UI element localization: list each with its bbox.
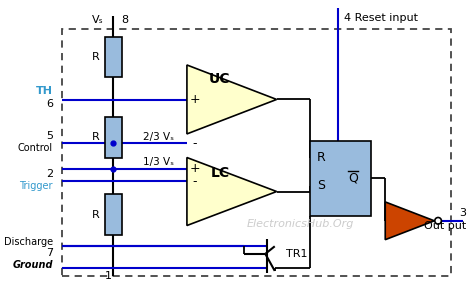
Circle shape (435, 217, 441, 224)
Text: 5: 5 (46, 131, 53, 141)
Text: 2/3 Vₛ: 2/3 Vₛ (143, 132, 174, 142)
Text: Out put: Out put (424, 221, 466, 231)
Text: TR1: TR1 (286, 249, 308, 259)
Text: 7: 7 (46, 248, 53, 258)
Polygon shape (385, 202, 434, 240)
Bar (105, 37, 122, 77)
Text: +: + (189, 162, 200, 175)
Text: R: R (92, 52, 100, 62)
Text: 8: 8 (121, 15, 128, 25)
Text: 2: 2 (46, 169, 53, 179)
Text: Vₛ: Vₛ (92, 15, 104, 25)
Text: R: R (317, 151, 325, 164)
Text: Q: Q (348, 172, 358, 185)
Text: 6: 6 (46, 99, 53, 109)
Text: 3: 3 (459, 208, 466, 218)
Bar (105, 194, 122, 235)
Bar (310, 141, 371, 216)
Text: 1/3 Vₛ: 1/3 Vₛ (143, 157, 174, 167)
Text: Ground: Ground (12, 260, 53, 270)
Bar (105, 117, 122, 158)
Text: S: S (317, 179, 325, 192)
Text: 4 Reset input: 4 Reset input (344, 13, 418, 23)
Text: 1: 1 (105, 271, 112, 280)
Text: +: + (189, 93, 200, 106)
Bar (62, 29, 451, 276)
Text: Discharge: Discharge (4, 237, 53, 247)
Text: ElectronicsHub.Org: ElectronicsHub.Org (246, 219, 354, 229)
Polygon shape (187, 158, 277, 225)
Text: -: - (192, 175, 197, 188)
Text: -: - (192, 137, 197, 150)
Text: LC: LC (210, 166, 229, 180)
Polygon shape (187, 65, 277, 134)
Text: UC: UC (209, 72, 231, 86)
Text: R: R (92, 132, 100, 142)
Text: Trigger: Trigger (19, 181, 53, 191)
Text: R: R (92, 210, 100, 220)
Text: Control: Control (18, 143, 53, 153)
Text: TH: TH (36, 86, 53, 96)
